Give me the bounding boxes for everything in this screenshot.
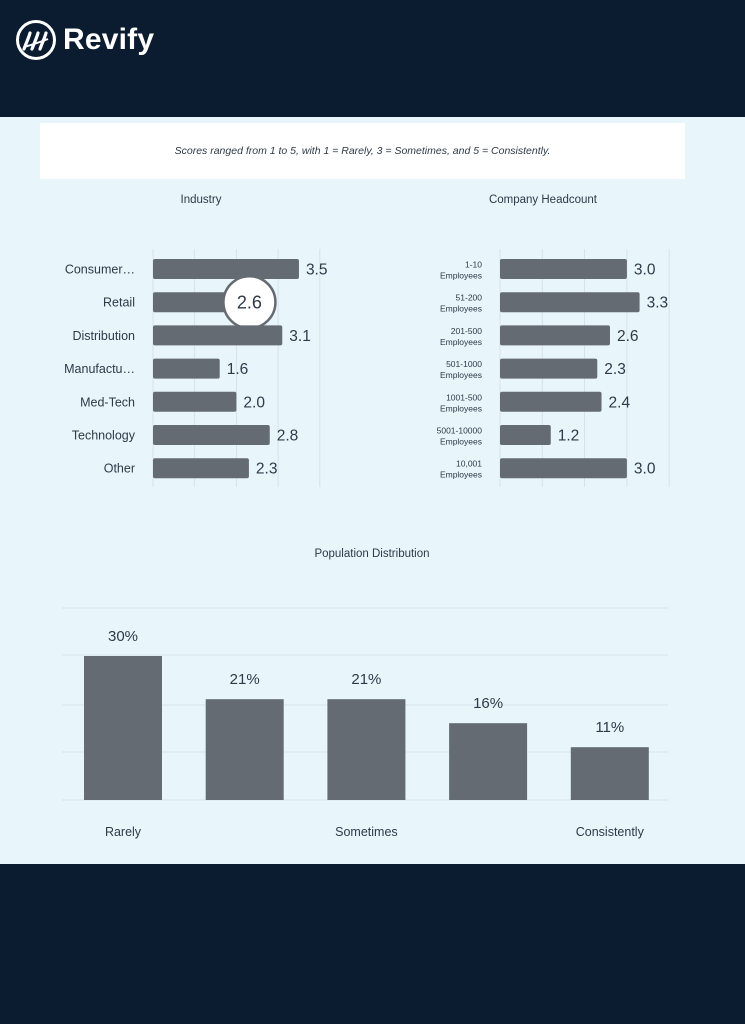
industry-data-label: 2.0 — [243, 394, 265, 411]
distribution-data-label: 16% — [473, 695, 503, 712]
headcount-tick-label: 5001-10000 — [437, 426, 483, 436]
industry-chart: Industry Consumer… 3.5 Retail 2.6 Distributio… — [64, 194, 328, 487]
distribution-bar — [205, 699, 284, 800]
distribution-bar — [327, 699, 406, 800]
industry-bar — [153, 425, 270, 445]
score-note-text: Scores ranged from 1 to 5, with 1 = Rare… — [174, 145, 551, 157]
industry-bar — [153, 391, 237, 412]
headcount-bar — [500, 292, 640, 313]
industry-tick-label: Technology — [72, 429, 136, 443]
headcount-tick-label: Employees — [440, 403, 482, 413]
headcount-tick-label: Employees — [440, 470, 482, 480]
industry-title: Industry — [181, 194, 222, 206]
distribution-bar — [84, 656, 162, 800]
headcount-tick-label: 10,001 — [456, 459, 482, 469]
headcount-data-label: 3.0 — [634, 461, 656, 478]
headcount-data-label: 2.4 — [609, 394, 631, 411]
headcount-tick-label: Employees — [440, 437, 482, 447]
industry-tick-label: Retail — [103, 296, 135, 310]
industry-tick-label: Distribution — [72, 329, 135, 343]
report-panel: Scores ranged from 1 to 5, with 1 = Rare… — [0, 117, 745, 864]
distribution-tick-label: Consistently — [576, 825, 645, 839]
industry-data-label: 2.3 — [256, 461, 278, 478]
headcount-tick-label: 201-500 — [451, 326, 482, 336]
headcount-data-label: 1.2 — [558, 428, 580, 445]
revify-logo-icon — [16, 20, 56, 60]
score-note: Scores ranged from 1 to 5, with 1 = Rare… — [40, 123, 685, 179]
industry-data-label: 2.8 — [277, 428, 299, 445]
distribution-bar — [570, 747, 649, 800]
headcount-tick-label: 1001-500 — [446, 392, 482, 402]
brand-logo[interactable]: Revify — [16, 20, 154, 60]
industry-bar — [153, 325, 283, 346]
distribution-title: Population Distribution — [314, 548, 429, 560]
industry-tick-label: Consumer… — [65, 263, 135, 277]
headcount-tick-label: 51-200 — [456, 293, 483, 303]
charts-canvas: Industry Consumer… 3.5 Retail 2.6 Distributio… — [62, 194, 670, 839]
industry-data-label: 2.6 — [237, 293, 262, 313]
headcount-tick-label: Employees — [440, 337, 482, 347]
distribution-bar — [449, 723, 528, 800]
headcount-bar — [500, 325, 610, 346]
distribution-data-label: 21% — [351, 671, 381, 688]
header: Revify — [0, 0, 745, 112]
headcount-bar — [500, 358, 598, 379]
industry-data-label: 3.5 — [306, 262, 328, 279]
industry-bar — [153, 259, 299, 279]
headcount-tick-label: Employees — [440, 370, 482, 380]
headcount-bar — [500, 458, 627, 479]
headcount-tick-label: 1-10 — [465, 260, 482, 270]
headcount-bar — [500, 259, 627, 279]
headcount-bar — [500, 425, 551, 445]
distribution-data-label: 21% — [230, 671, 260, 688]
headcount-bar — [500, 391, 602, 412]
industry-tick-label: Other — [104, 462, 135, 476]
headcount-tick-label: Employees — [440, 271, 482, 281]
industry-bar — [153, 458, 249, 479]
brand-name: Revify — [63, 23, 155, 56]
headcount-data-label: 2.3 — [604, 361, 626, 378]
industry-data-label: 3.1 — [289, 328, 311, 345]
footer-band — [0, 873, 745, 1024]
industry-tick-label: Med-Tech — [80, 395, 135, 409]
headcount-tick-label: 501-1000 — [446, 359, 482, 369]
industry-tick-label: Manufactu… — [64, 362, 135, 376]
industry-bar — [153, 358, 220, 379]
headcount-title: Company Headcount — [489, 194, 598, 206]
headcount-data-label: 3.0 — [634, 262, 656, 279]
distribution-chart: Population Distribution 30% Rarely 21% 21% So… — [62, 548, 668, 839]
headcount-data-label: 3.3 — [647, 295, 669, 312]
industry-data-label: 1.6 — [227, 361, 249, 378]
headcount-tick-label: Employees — [440, 304, 482, 314]
distribution-data-label: 30% — [108, 628, 138, 645]
headcount-data-label: 2.6 — [617, 328, 639, 345]
distribution-data-label: 11% — [595, 719, 624, 736]
distribution-tick-label: Rarely — [105, 825, 142, 839]
distribution-tick-label: Sometimes — [335, 825, 398, 839]
